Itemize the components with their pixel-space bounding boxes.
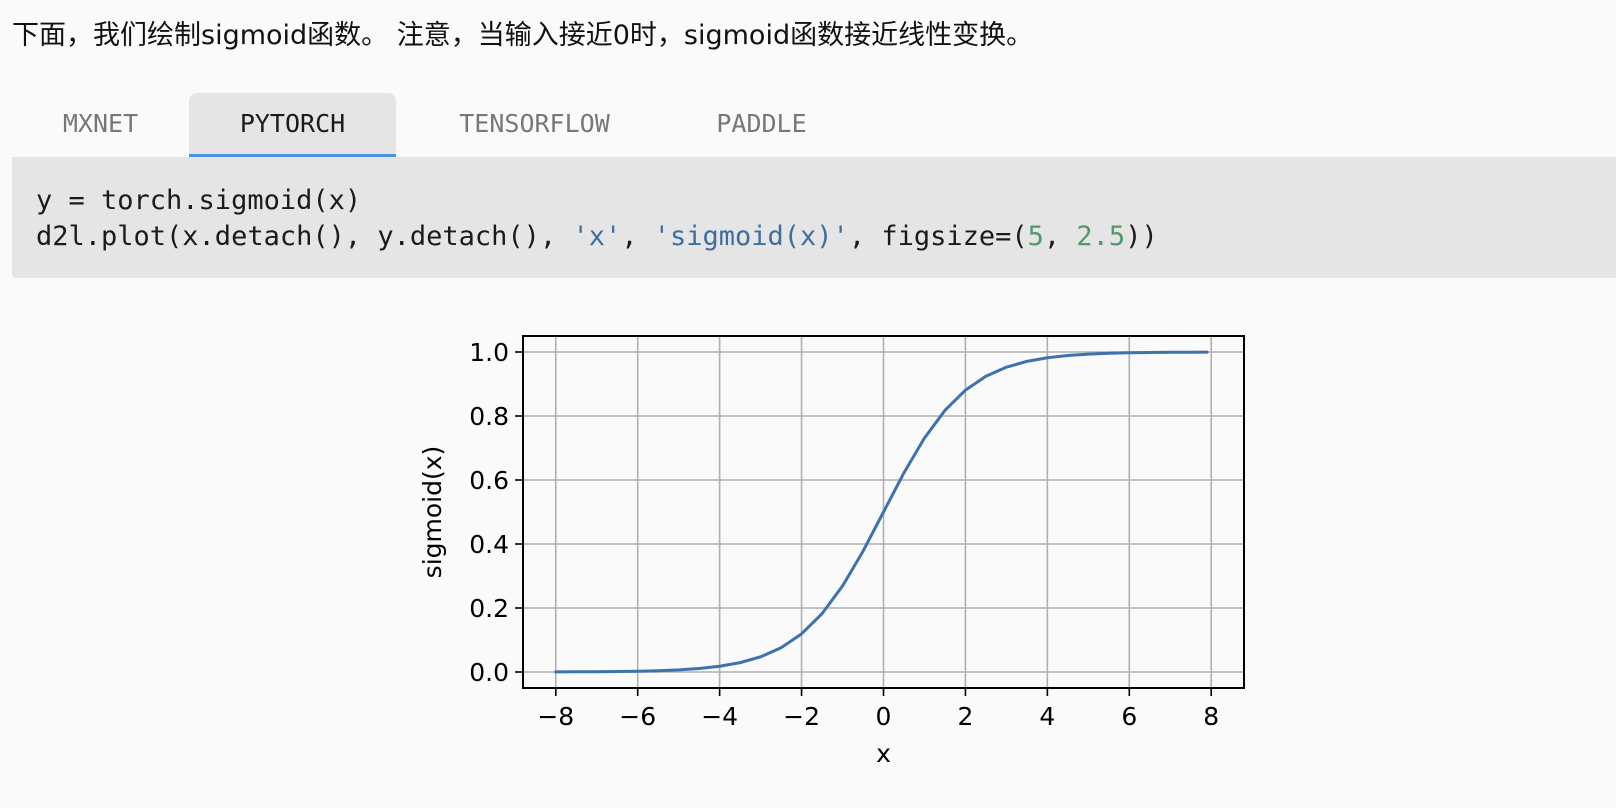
axis-ticks: −8 −6 −4 −2 0 2 4 6 8 0.0 0.2 0.4 0.6 0.8 1.0 bbox=[469, 338, 1219, 731]
y-tick-label: 0.6 bbox=[469, 466, 509, 495]
code-line-2: d2l.plot(x.detach(), y.detach(), 'x', 's… bbox=[36, 219, 1616, 255]
x-tick-label: 0 bbox=[876, 702, 892, 731]
x-tick-label: 8 bbox=[1203, 702, 1219, 731]
framework-tabs: MXNET PYTORCH TENSORFLOW PADDLE bbox=[12, 93, 850, 157]
chart-grid bbox=[523, 336, 1244, 688]
sigmoid-chart: −8 −6 −4 −2 0 2 4 6 8 0.0 0.2 0.4 0.6 0.8 1.0 x sigmoi… bbox=[418, 335, 1245, 768]
x-tick-label: 4 bbox=[1039, 702, 1055, 731]
x-tick-label: −4 bbox=[701, 702, 738, 731]
tab-paddle[interactable]: PADDLE bbox=[716, 109, 807, 138]
y-tick-label: 0.8 bbox=[469, 402, 509, 431]
code-string: 'sigmoid(x)' bbox=[653, 221, 849, 252]
x-axis-label: x bbox=[876, 739, 891, 768]
code-number: 5 bbox=[1027, 221, 1044, 252]
code-text: , figsize=( bbox=[848, 221, 1028, 252]
code-string: 'x' bbox=[572, 221, 622, 252]
code-text: d2l.plot(x.detach(), y.detach(), bbox=[36, 221, 573, 252]
x-tick-label: 2 bbox=[957, 702, 973, 731]
y-tick-label: 1.0 bbox=[469, 338, 509, 367]
tab-pytorch[interactable]: PYTORCH bbox=[189, 93, 396, 157]
x-tick-label: 6 bbox=[1121, 702, 1137, 731]
y-axis-label: sigmoid(x) bbox=[418, 446, 447, 579]
code-block[interactable]: y = torch.sigmoid(x) d2l.plot(x.detach()… bbox=[12, 157, 1616, 278]
x-tick-label: −2 bbox=[783, 702, 820, 731]
code-text: )) bbox=[1125, 221, 1158, 252]
code-number: 2.5 bbox=[1076, 221, 1126, 252]
x-tick-label: −8 bbox=[537, 702, 574, 731]
y-tick-label: 0.4 bbox=[469, 530, 509, 559]
sigmoid-curve bbox=[554, 350, 1209, 674]
intro-paragraph: 下面，我们绘制sigmoid函数。 注意，当输入接近0时，sigmoid函数接近… bbox=[12, 20, 1034, 51]
code-line-1: y = torch.sigmoid(x) bbox=[36, 185, 362, 216]
code-text: , bbox=[1043, 221, 1077, 252]
y-tick-label: 0.0 bbox=[469, 658, 509, 687]
tab-mxnet[interactable]: MXNET bbox=[62, 109, 139, 138]
x-tick-label: −6 bbox=[619, 702, 656, 731]
tab-tensorflow[interactable]: TENSORFLOW bbox=[459, 109, 610, 138]
code-text: , bbox=[621, 221, 654, 252]
y-tick-label: 0.2 bbox=[469, 594, 509, 623]
